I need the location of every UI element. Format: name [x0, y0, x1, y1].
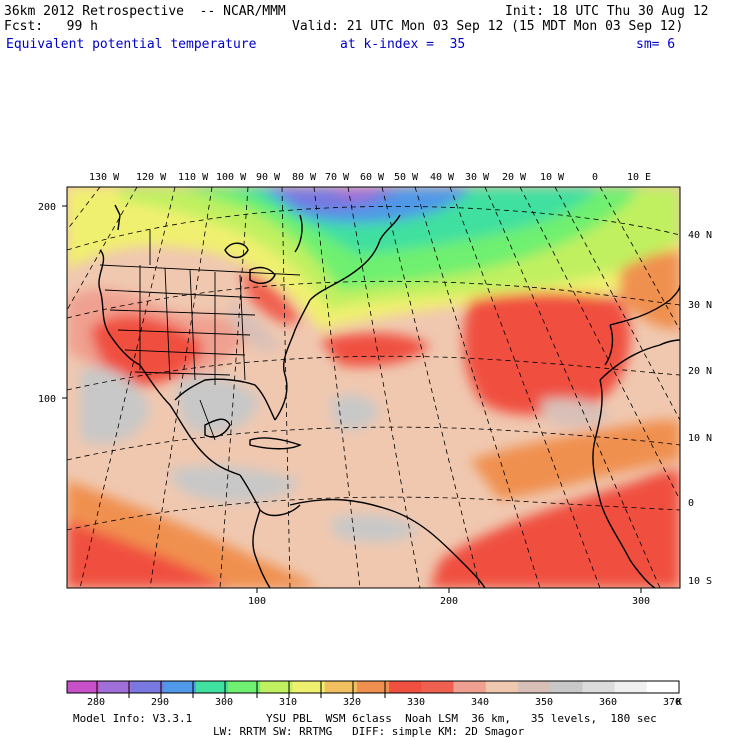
colorbar-swatch — [163, 681, 197, 693]
coastlines — [98, 204, 680, 588]
colorbar-swatch — [99, 681, 132, 693]
grid-label-left: 200 — [38, 202, 56, 213]
lon-label: 60 W — [360, 172, 385, 183]
lon-label: 30 W — [465, 172, 490, 183]
colorbar-label: 310 — [279, 697, 297, 708]
grid-label-bottom: 300 — [632, 596, 650, 607]
header-fcst: Fcst: 99 h — [4, 19, 98, 34]
colorbar-swatch — [453, 681, 487, 693]
frame-ticks — [62, 205, 642, 593]
colorbar-label: 350 — [535, 697, 553, 708]
colorbar-unit: K — [676, 697, 682, 708]
lat-label: 10 N — [688, 433, 712, 444]
theta-e-field — [67, 187, 680, 588]
lon-label: 20 W — [502, 172, 527, 183]
header-valid: Valid: 21 UTC Mon 03 Sep 12 (15 MDT Mon … — [292, 19, 684, 34]
colorbar-ticks — [96, 681, 386, 698]
colorbar-label: 280 — [87, 697, 105, 708]
lon-label: 70 W — [325, 172, 350, 183]
lon-label: 100 W — [216, 172, 247, 183]
colorbar-label: 290 — [151, 697, 169, 708]
lat-label: 30 N — [688, 300, 712, 311]
field-name: Equivalent potential temperature — [6, 37, 257, 52]
colorbar-swatch — [131, 681, 165, 693]
model-info: Model Info: V3.3.1 — [73, 712, 193, 725]
latlon-grid — [67, 187, 680, 588]
lat-label: 0 — [688, 498, 694, 509]
colorbar-swatch — [517, 681, 551, 693]
colorbar-swatch — [356, 681, 390, 693]
header-title: 36km 2012 Retrospective -- NCAR/MMM — [4, 4, 286, 19]
lon-label: 120 W — [136, 172, 167, 183]
colorbar-label: 340 — [471, 697, 489, 708]
colorbar-swatch — [389, 681, 422, 693]
lon-label: 0 — [592, 172, 598, 183]
colorbar-swatch — [67, 681, 100, 693]
lat-label: 40 N — [688, 230, 712, 241]
model-physics: YSU PBL WSM 6class Noah LSM 36 km, 35 le… — [266, 712, 657, 725]
colorbar-label: 360 — [599, 697, 617, 708]
colorbar-label: 330 — [407, 697, 425, 708]
lon-label: 90 W — [256, 172, 281, 183]
lat-label: 10 S — [688, 576, 712, 587]
lon-label: 130 W — [89, 172, 120, 183]
colorbar-label: 300 — [215, 697, 233, 708]
colorbar-swatch — [550, 681, 583, 693]
colorbar-swatch — [646, 681, 680, 693]
colorbar-swatch — [324, 681, 358, 693]
level-info: at k-index = 35 — [340, 37, 466, 52]
smoothing-info: sm= 6 — [636, 37, 676, 52]
colorbar-swatch — [614, 681, 648, 693]
lon-label: 10 E — [627, 172, 651, 183]
colorbar-label: 320 — [343, 697, 361, 708]
grid-label-left: 100 — [38, 394, 56, 405]
lat-label: 20 N — [688, 366, 712, 377]
colorbar-swatch — [228, 681, 261, 693]
colorbar-swatch — [260, 681, 293, 693]
lon-label: 40 W — [430, 172, 455, 183]
colorbar-swatch — [485, 681, 519, 693]
lon-label: 10 W — [540, 172, 565, 183]
colorbar-swatch — [195, 681, 229, 693]
header-init: Init: 18 UTC Thu 30 Aug 12 — [505, 4, 709, 19]
colorbar-swatch — [292, 681, 326, 693]
colorbar-frame — [66, 680, 680, 694]
map-frame — [66, 186, 681, 589]
lon-label: 50 W — [394, 172, 419, 183]
colorbar-swatch — [421, 681, 455, 693]
grid-label-bottom: 100 — [248, 596, 266, 607]
lon-label: 110 W — [178, 172, 209, 183]
colorbar-label: 370 — [663, 697, 681, 708]
colorbar — [66, 680, 680, 694]
colorbar-swatch — [582, 681, 616, 693]
political-borders — [99, 230, 301, 441]
model-radiation: LW: RRTM SW: RRTMG DIFF: simple KM: 2D S… — [213, 725, 525, 738]
grid-label-bottom: 200 — [440, 596, 458, 607]
lon-label: 80 W — [292, 172, 317, 183]
